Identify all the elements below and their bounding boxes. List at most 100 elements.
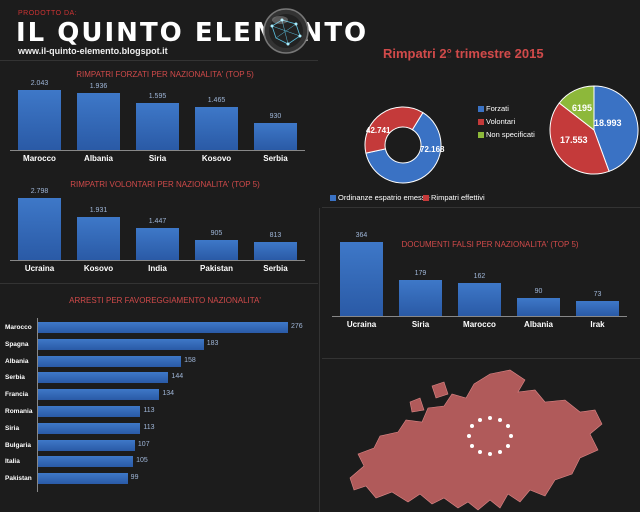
hbar-category-label: Italia <box>5 458 20 466</box>
hbar-italia <box>38 456 134 468</box>
separator-left <box>0 60 318 61</box>
hbar-siria <box>38 422 141 434</box>
legend-nonspec-label: Non specificati <box>486 130 535 139</box>
category-label: Kosovo <box>83 264 114 273</box>
bar-value-label: 930 <box>269 112 282 120</box>
category-label: Siria <box>148 154 167 163</box>
bar-value-label: 364 <box>355 232 368 239</box>
category-label: Albania <box>84 154 113 163</box>
pie-label-forzati: 18.993 <box>594 118 622 128</box>
hbar-bulgaria <box>38 439 135 451</box>
hbar-albania <box>38 355 182 367</box>
hbar-spagna <box>38 338 204 350</box>
bar-marocco <box>18 90 61 150</box>
hbar-value-label: 113 <box>143 407 155 414</box>
hbar-pakistan <box>38 473 128 485</box>
category-label: India <box>148 264 167 273</box>
bar-value-label: 179 <box>414 269 427 277</box>
hbar-category-label: Romania <box>5 408 33 415</box>
bar-albania <box>517 297 560 316</box>
hbar-value-label: 276 <box>291 323 303 330</box>
category-label: Marocco <box>23 154 56 163</box>
bar-serbia <box>254 241 297 260</box>
chart-forzati-title: Rimpatri forzati per nazionalita' (top 5… <box>76 70 254 79</box>
legend-ordinanze-label: Ordinanze espatrio emesse <box>338 193 430 202</box>
separator-right-top <box>322 207 640 208</box>
bar-value-label: 1.931 <box>89 207 108 215</box>
category-label: Serbia <box>263 264 288 273</box>
hbar-axis <box>37 318 38 492</box>
chart-arresti: Marocco 276 Spagna 183 Albania 158 Serbia 144 Fr… <box>0 318 318 492</box>
bar-ucraina <box>340 242 383 316</box>
hbar-category-label: Albania <box>5 357 29 365</box>
bar-pakistan <box>195 239 238 260</box>
chart-documenti: 364 Ucraina 179 Siria 162 Marocco 90 Albania 73 I… <box>332 230 632 330</box>
chart-documenti-title: Documenti falsi per nazionalita' (top 5) <box>401 240 579 249</box>
hbar-category-label: Serbia <box>5 374 25 382</box>
bar-value-label: 1.936 <box>89 83 108 91</box>
chart-arresti-title: Arresti per favoreggiamento nazionalita' <box>69 296 261 305</box>
donut-chart <box>364 106 442 184</box>
globe-logo-icon <box>263 8 309 54</box>
hbar-value-label: 113 <box>143 423 155 431</box>
hbar-category-label: Francia <box>5 391 29 399</box>
hbar-value-label: 144 <box>171 373 184 381</box>
logo-text: IL QUINTO ELEMENTO <box>16 18 369 48</box>
hbar-value-label: 105 <box>136 457 148 465</box>
category-label: Siria <box>411 320 430 329</box>
bar-value-label: 905 <box>210 229 223 237</box>
bar-value-label: 1.595 <box>148 93 167 101</box>
bar-irak <box>576 301 619 316</box>
chart-volontari: 2.798 Ucraina 1.931 Kosovo 1.447 India 905 Paki… <box>10 188 305 280</box>
bar-value-label: 73 <box>593 291 602 299</box>
category-label: Irak <box>590 320 605 329</box>
bar-india <box>136 227 179 260</box>
legend-ordinanze-swatch <box>330 195 336 201</box>
chart-forzati: 2.043 Marocco 1.936 Albania 1.595 Siria 1.465 K… <box>10 80 305 170</box>
hbar-category-label: Marocco <box>5 324 32 331</box>
legend-rimpatri-label: Rimpatri effettivi <box>431 193 485 202</box>
chart-volontari-title: Rimpatri volontari per nazionalita' (top… <box>70 180 260 189</box>
blog-url[interactable]: www.il-quinto-elemento.blogspot.it <box>18 46 168 56</box>
bar-value-label: 90 <box>534 287 543 295</box>
category-label: Marocco <box>463 320 496 329</box>
pie-section-title-reflection: Rimpatri 2° trimestre 2015 <box>383 50 544 59</box>
category-label: Kosovo <box>201 154 232 163</box>
hbar-romania <box>38 406 141 417</box>
legend-forzati-label: Forzati <box>486 104 509 113</box>
slice-ordinanze-espatrio-emesse <box>365 111 442 184</box>
bar-ucraina <box>18 198 61 260</box>
bar-value-label: 2.043 <box>30 80 49 87</box>
slice-non-specificati <box>558 85 595 132</box>
hbar-value-label: 158 <box>184 356 196 364</box>
bar-value-label: 813 <box>269 231 282 239</box>
category-label: Ucraina <box>24 264 55 273</box>
bar-siria <box>399 279 442 316</box>
hbar-serbia <box>38 372 169 384</box>
bar-albania <box>77 93 120 150</box>
slice-rimpatri-effettivi <box>364 106 424 154</box>
bar-value-label: 1.465 <box>207 96 226 104</box>
hbar-category-label: Bulgaria <box>5 441 32 449</box>
hbar-marocco <box>38 322 288 333</box>
europe-map <box>349 369 603 511</box>
bar-value-label: 162 <box>473 273 486 281</box>
slice-forzati <box>593 85 639 172</box>
category-label: Albania <box>524 320 553 329</box>
producer-label: PRODOTTO DA: <box>18 10 78 17</box>
hbar-value-label: 134 <box>162 390 175 398</box>
legend-volontari-swatch <box>478 119 484 125</box>
hbar-value-label: 183 <box>206 339 219 347</box>
separator-right-mid <box>322 358 640 359</box>
hbar-category-label: Pakistan <box>5 475 32 483</box>
hbar-category-label: Spagna <box>5 340 29 348</box>
hbar-value-label: 99 <box>130 474 139 482</box>
bar-siria <box>136 103 179 150</box>
hbar-category-label: Siria <box>5 424 20 432</box>
axis-baseline <box>10 150 305 151</box>
legend-nonspec-swatch <box>478 132 484 138</box>
bar-value-label: 1.447 <box>148 217 167 225</box>
slice-volontari <box>549 102 610 175</box>
pie-section-title: Rimpatri 2° trimestre 2015 <box>383 46 544 61</box>
category-label: Serbia <box>263 154 288 163</box>
